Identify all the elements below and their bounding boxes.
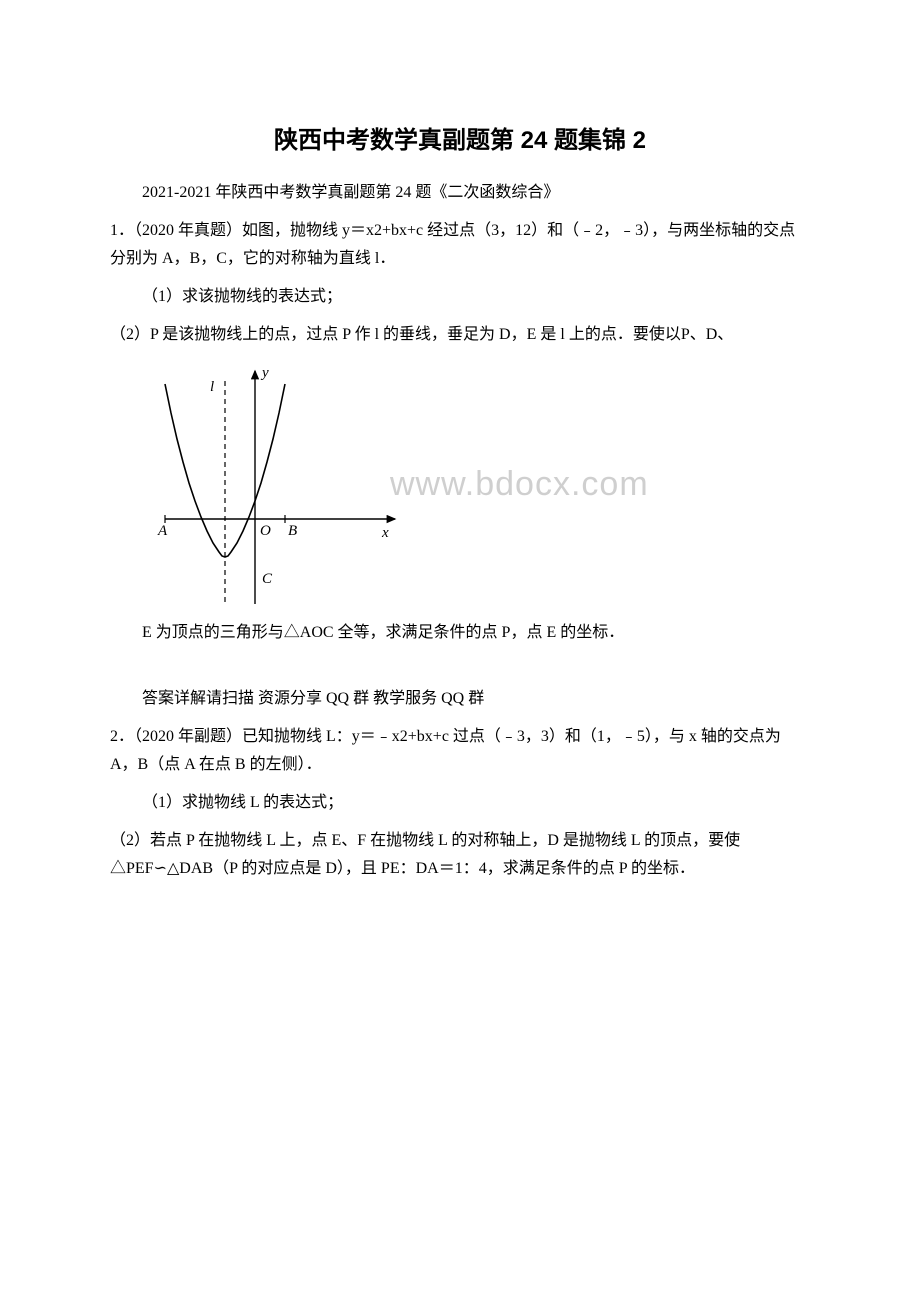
label-x: x — [381, 525, 389, 541]
label-C: C — [262, 571, 273, 587]
label-A: A — [157, 523, 168, 539]
q1-part1: （1）求该抛物线的表达式； — [110, 283, 810, 311]
label-B: B — [288, 523, 297, 539]
q1-part2-line2: E 为顶点的三角形与△AOC 全等，求满足条件的点 P，点 E 的坐标． — [110, 619, 810, 647]
q2-stem: 2．（2020 年副题）已知抛物线 L：y＝﹣x2+bx+c 过点（﹣3，3）和… — [110, 723, 810, 779]
parabola-figure: y x l O A B C — [150, 359, 410, 609]
q1-part2-line1: （2）P 是该抛物线上的点，过点 P 作 l 的垂线，垂足为 D，E 是 l 上… — [110, 321, 810, 349]
label-l: l — [210, 379, 214, 395]
q2-part2: （2）若点 P 在抛物线 L 上，点 E、F 在抛物线 L 的对称轴上，D 是抛… — [110, 827, 810, 883]
label-O: O — [260, 523, 271, 539]
answer-note: 答案详解请扫描 资源分享 QQ 群 教学服务 QQ 群 — [110, 685, 810, 713]
figure-row: y x l O A B C www.bdocx.com — [150, 359, 810, 609]
document-title: 陕西中考数学真副题第 24 题集锦 2 — [110, 120, 810, 155]
q2-part1: （1）求抛物线 L 的表达式； — [110, 789, 810, 817]
label-y: y — [260, 365, 269, 381]
spacer-1 — [110, 657, 810, 675]
q1-stem: 1．（2020 年真题）如图，抛物线 y＝x2+bx+c 经过点（3，12）和（… — [110, 217, 810, 273]
page: 陕西中考数学真副题第 24 题集锦 2 2021-2021 年陕西中考数学真副题… — [0, 0, 920, 953]
watermark-text: www.bdocx.com — [390, 465, 649, 504]
subtitle: 2021-2021 年陕西中考数学真副题第 24 题《二次函数综合》 — [110, 179, 810, 207]
